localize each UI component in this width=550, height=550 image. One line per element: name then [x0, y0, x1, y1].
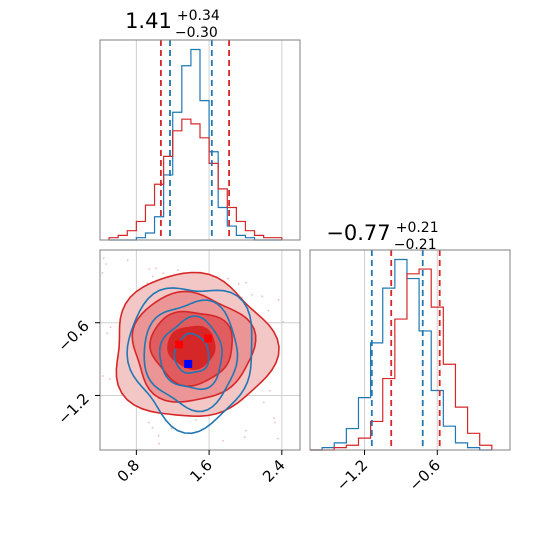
marker-square [175, 340, 184, 349]
sample-point [170, 427, 173, 430]
sample-point [245, 281, 248, 284]
panel-joint-frame [99, 249, 301, 451]
histogram-series-1 [310, 268, 493, 451]
panel-1-title: 1.41 +0.34 −0.30 [125, 5, 225, 41]
sample-point [222, 440, 224, 442]
sample-point [273, 417, 275, 419]
sample-point [267, 309, 270, 312]
panel-1-frame [99, 39, 301, 241]
sample-point [101, 272, 104, 274]
panel-marginal-1: 1.41 +0.34 −0.30 [99, 5, 301, 241]
title-2-median: −0.77 [326, 221, 390, 245]
y-tick-label: −0.6 [54, 317, 92, 355]
title-1-minus: −0.30 [175, 25, 218, 41]
blue-contour-level [158, 315, 223, 391]
sample-point [102, 375, 104, 377]
blue-contour-level [143, 299, 239, 413]
sample-point [155, 267, 158, 270]
blue-contour-level [173, 332, 210, 374]
sample-point [261, 295, 264, 298]
histogram-series-1 [108, 118, 283, 240]
sample-point [274, 421, 276, 424]
x-tick-label: 2.4 [259, 456, 289, 486]
sample-point [277, 437, 279, 440]
sample-point [268, 389, 271, 392]
sample-point [126, 259, 129, 262]
sample-point [106, 332, 109, 335]
panel-marginal-2: −1.2 −0.6 −0.77 +0.21 −0.21 [309, 217, 511, 495]
sample-point [244, 429, 247, 432]
sample-point [282, 321, 284, 323]
sample-point [237, 282, 240, 285]
histogram-series-0 [109, 48, 282, 241]
sample-point [158, 442, 161, 445]
sample-point [162, 272, 165, 274]
sample-point [277, 298, 280, 301]
title-1-plus: +0.34 [177, 8, 220, 24]
sample-point [105, 263, 107, 265]
title-2-minus: −0.21 [394, 237, 437, 253]
sample-point [147, 421, 150, 424]
sample-point [250, 294, 253, 296]
sample-point [109, 326, 112, 328]
y-tick-label: −1.2 [54, 390, 92, 428]
histogram-series-0 [310, 258, 492, 451]
sample-point [151, 275, 154, 278]
sample-point [157, 434, 160, 437]
x-tick-label: −1.2 [333, 456, 371, 494]
panel-2-frame [309, 249, 511, 451]
blue-contour-level [126, 287, 253, 435]
sample-point [262, 401, 265, 404]
red-contour-level [167, 325, 216, 371]
marker-square [184, 359, 193, 368]
sample-point [227, 277, 229, 280]
sample-point [195, 419, 198, 421]
x-tick-label: −0.6 [406, 456, 444, 494]
sample-point [102, 257, 105, 260]
title-1-median: 1.41 [125, 9, 172, 33]
x-tick-label: 1.6 [186, 456, 216, 486]
panel-joint: 0.8 1.6 2.4 −0.6 −1.2 [54, 249, 301, 486]
sample-point [109, 378, 111, 380]
sample-point [146, 282, 149, 285]
sample-point [243, 436, 246, 439]
title-2-plus: +0.21 [396, 220, 439, 236]
sample-point [177, 269, 179, 272]
sample-point [148, 268, 151, 270]
panel-2-title: −0.77 +0.21 −0.21 [326, 217, 443, 253]
x-tick-label: 0.8 [114, 456, 144, 486]
sample-point [151, 426, 154, 429]
marker-square [204, 334, 213, 343]
